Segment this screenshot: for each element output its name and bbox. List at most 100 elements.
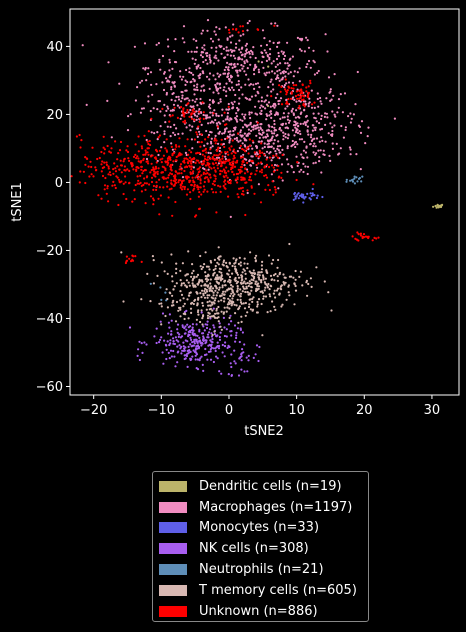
data-point (300, 88, 303, 91)
data-point (181, 324, 184, 327)
data-point (215, 280, 218, 283)
data-point (285, 82, 288, 85)
data-point (341, 111, 344, 114)
data-point (266, 94, 269, 97)
data-point (188, 156, 192, 159)
data-point (309, 192, 312, 195)
data-point (332, 94, 335, 97)
data-point (252, 83, 255, 86)
data-point (232, 133, 235, 136)
data-point (302, 162, 305, 165)
data-point (261, 129, 264, 132)
data-point (349, 179, 352, 182)
data-point (207, 151, 210, 154)
data-point (241, 163, 244, 166)
data-point (180, 90, 183, 94)
data-point (143, 182, 146, 185)
data-point (131, 165, 134, 168)
x-axis-label: tSNE2 (244, 424, 284, 439)
data-point (221, 263, 224, 266)
data-point (247, 128, 250, 131)
data-point (145, 138, 148, 142)
data-point (213, 139, 216, 142)
data-point (298, 170, 301, 173)
data-point (239, 264, 242, 267)
data-point (161, 54, 165, 58)
data-point (231, 103, 234, 106)
data-point (228, 78, 231, 81)
data-point (191, 323, 194, 326)
data-point (113, 184, 116, 187)
data-point (174, 148, 177, 151)
data-point (181, 111, 184, 114)
data-point (164, 314, 167, 318)
data-point (241, 46, 244, 49)
data-point (214, 191, 218, 194)
data-point (112, 172, 115, 175)
data-point (168, 58, 171, 61)
data-point (226, 135, 229, 138)
data-point (241, 271, 244, 274)
data-point (230, 63, 233, 66)
data-point (277, 102, 280, 106)
data-point (185, 354, 189, 358)
data-point (237, 80, 240, 83)
data-point (230, 81, 233, 84)
data-point (254, 173, 257, 176)
data-point (212, 121, 215, 124)
data-point (164, 161, 168, 164)
data-point (248, 111, 251, 114)
data-point (230, 320, 233, 323)
data-point (217, 305, 220, 309)
data-point (210, 296, 213, 299)
data-point (220, 164, 223, 167)
data-point (227, 105, 230, 108)
data-point (232, 257, 235, 260)
data-point (234, 265, 237, 268)
data-point (142, 153, 145, 156)
data-point (120, 180, 123, 183)
data-point (314, 161, 317, 164)
data-point (256, 285, 259, 288)
data-point (198, 161, 201, 164)
data-point (228, 158, 231, 161)
data-point (170, 187, 173, 190)
data-point (256, 90, 259, 93)
data-point (239, 298, 242, 301)
data-point (305, 121, 308, 124)
data-point (337, 106, 340, 109)
data-point (279, 62, 282, 65)
data-point (183, 41, 186, 44)
data-point (181, 185, 185, 188)
data-point (208, 54, 211, 57)
data-point (325, 112, 328, 115)
data-point (140, 107, 144, 110)
data-point (245, 287, 248, 290)
data-point (197, 281, 200, 284)
data-point (232, 291, 235, 294)
data-point (237, 102, 241, 105)
data-point (202, 190, 205, 193)
data-point (305, 90, 308, 93)
data-point (265, 103, 269, 106)
data-point (201, 304, 205, 307)
data-point (313, 106, 316, 109)
data-point (235, 28, 238, 31)
data-point (143, 177, 146, 180)
data-point (281, 123, 284, 127)
data-point (256, 303, 259, 306)
data-point (192, 108, 195, 111)
data-point (169, 135, 172, 138)
data-point (225, 66, 228, 69)
data-point (238, 256, 241, 259)
data-point (223, 334, 226, 338)
data-point (203, 155, 206, 158)
data-point (266, 135, 269, 138)
data-point (192, 329, 195, 332)
data-point (226, 306, 229, 309)
data-point (186, 352, 189, 355)
data-point (260, 302, 263, 306)
data-point (209, 278, 212, 281)
data-point (116, 176, 119, 179)
data-point (213, 166, 216, 169)
